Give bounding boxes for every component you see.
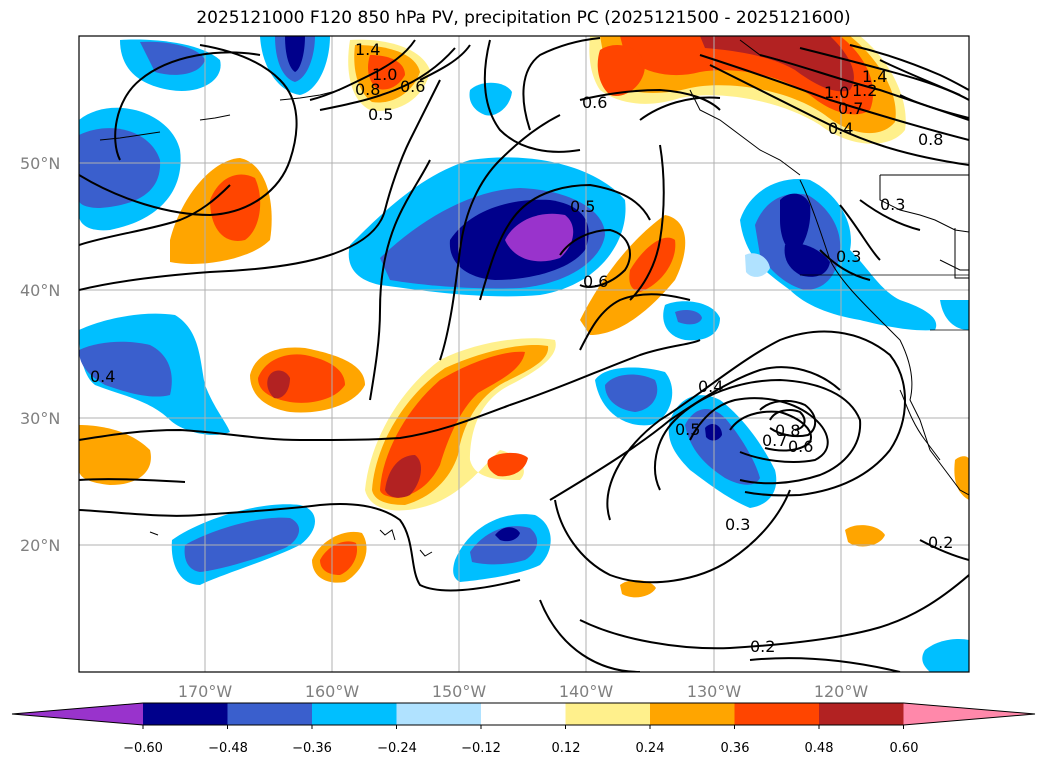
contour-label: 1.0 [372,65,397,84]
contour-label: 0.5 [675,420,700,439]
colorbar-tick-label: −0.12 [461,741,501,756]
map-content: 1.4 1.2 1.0 0.8 0.7 0.6 0.5 0.4 0.3 0.6 … [79,36,969,672]
lon-label: 150°W [432,682,487,701]
contour-label: 0.6 [582,93,607,112]
contour-label: 0.7 [838,99,863,118]
contour-label: 0.2 [750,637,775,656]
contour-label: 0.5 [368,105,393,124]
contour-label: 0.7 [762,431,787,450]
colorbar-tick-label: 0.24 [636,741,665,756]
contour-label: 0.8 [355,80,380,99]
map-frame [78,35,970,673]
colorbar-tick-label: 0.36 [721,741,750,756]
colorbar-tick-label: 0.48 [805,741,834,756]
latitude-labels: 50°N 40°N 30°N 20°N [20,154,60,555]
contour-label: 0.4 [698,377,723,396]
colorbar-segment [819,703,904,725]
colorbar: −0.60 −0.48 −0.36 −0.24 −0.12 0.12 0.24 … [11,702,1036,756]
colorbar-segment [312,703,397,725]
contour-label: 0.5 [570,197,595,216]
colorbar-tick-label: −0.24 [377,741,417,756]
contour-label: 0.8 [918,130,943,149]
contour-label: 0.6 [788,437,813,456]
colorbar-segment [650,703,735,725]
colorbar-segments [11,702,1036,729]
lat-label: 20°N [20,536,60,555]
colorbar-tick-label: −0.60 [123,741,163,756]
precip-shading [79,36,969,672]
colorbar-tick-label: 0.12 [552,741,581,756]
lat-label: 40°N [20,281,60,300]
contour-label: 0.6 [583,272,608,291]
map-title: 2025121000 F120 850 hPa PV, precipitatio… [196,8,851,28]
colorbar-segment [396,703,482,725]
lat-label: 30°N [20,409,60,428]
contour-label: 0.3 [725,515,750,534]
colorbar-extend-min [12,703,143,725]
colorbar-segment [227,703,313,725]
lon-label: 140°W [559,682,614,701]
colorbar-tick-label: −0.36 [292,741,332,756]
contour-label: 0.4 [90,367,115,386]
lon-label: 170°W [178,682,233,701]
contour-label: 1.2 [852,81,877,100]
colorbar-segment [481,703,566,725]
contour-label: 0.2 [928,533,953,552]
lon-label: 160°W [305,682,360,701]
contour-label: 0.3 [880,195,905,214]
lon-label: 130°W [687,682,742,701]
contour-label: 0.8 [775,421,800,440]
lon-label: 120°W [814,682,869,701]
coastlines [99,39,969,557]
colorbar-ticks: −0.60 −0.48 −0.36 −0.24 −0.12 0.12 0.24 … [123,741,918,756]
colorbar-segment [565,703,651,725]
contour-label: 1.0 [824,83,849,102]
longitude-labels: 170°W 160°W 150°W 140°W 130°W 120°W [178,682,869,701]
pv-contours [79,37,969,672]
lat-label: 50°N [20,154,60,173]
gridlines [79,36,969,672]
contour-label: 1.4 [862,67,887,86]
colorbar-extend-max [903,703,1035,725]
colorbar-tick-label: 0.60 [890,741,919,756]
colorbar-tick-label: −0.48 [208,741,248,756]
contour-label: 0.4 [828,119,853,138]
pv-contour-labels: 1.4 1.2 1.0 0.8 0.7 0.6 0.5 0.4 0.3 0.6 … [90,40,953,656]
colorbar-segment [143,703,228,725]
contour-label: 0.3 [836,247,861,266]
colorbar-segment [734,703,820,725]
contour-label: 1.4 [355,40,380,59]
contour-label: 0.6 [400,77,425,96]
